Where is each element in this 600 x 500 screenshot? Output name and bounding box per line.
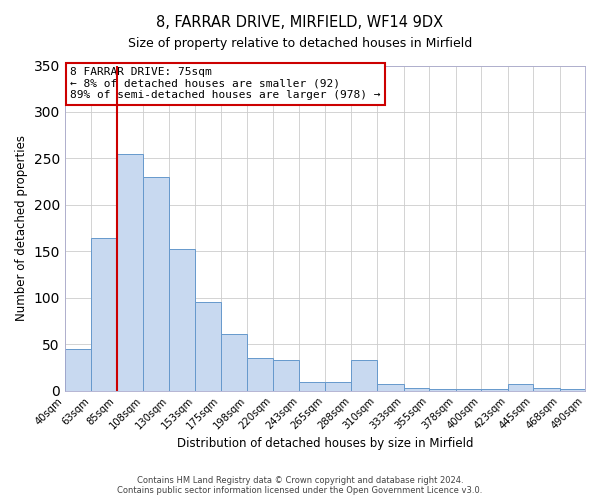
- Bar: [455, 389, 481, 391]
- Bar: [481, 389, 508, 391]
- Bar: [273, 360, 299, 391]
- Bar: [352, 360, 377, 391]
- Y-axis label: Number of detached properties: Number of detached properties: [15, 135, 28, 321]
- Bar: [65, 349, 91, 391]
- Text: Size of property relative to detached houses in Mirfield: Size of property relative to detached ho…: [128, 38, 472, 51]
- Text: 8, FARRAR DRIVE, MIRFIELD, WF14 9DX: 8, FARRAR DRIVE, MIRFIELD, WF14 9DX: [157, 15, 443, 30]
- Bar: [325, 382, 352, 391]
- Bar: [247, 358, 273, 391]
- Bar: [429, 389, 455, 391]
- Bar: [196, 302, 221, 391]
- Bar: [404, 388, 429, 391]
- Bar: [91, 238, 117, 391]
- X-axis label: Distribution of detached houses by size in Mirfield: Distribution of detached houses by size …: [176, 437, 473, 450]
- Bar: [533, 388, 560, 391]
- Text: 8 FARRAR DRIVE: 75sqm
← 8% of detached houses are smaller (92)
89% of semi-detac: 8 FARRAR DRIVE: 75sqm ← 8% of detached h…: [70, 67, 380, 100]
- Bar: [169, 248, 196, 391]
- Bar: [143, 177, 169, 391]
- Bar: [299, 382, 325, 391]
- Bar: [221, 334, 247, 391]
- Bar: [377, 384, 404, 391]
- Text: Contains HM Land Registry data © Crown copyright and database right 2024.
Contai: Contains HM Land Registry data © Crown c…: [118, 476, 482, 495]
- Bar: [585, 390, 600, 391]
- Bar: [560, 389, 585, 391]
- Bar: [508, 384, 533, 391]
- Bar: [117, 154, 143, 391]
